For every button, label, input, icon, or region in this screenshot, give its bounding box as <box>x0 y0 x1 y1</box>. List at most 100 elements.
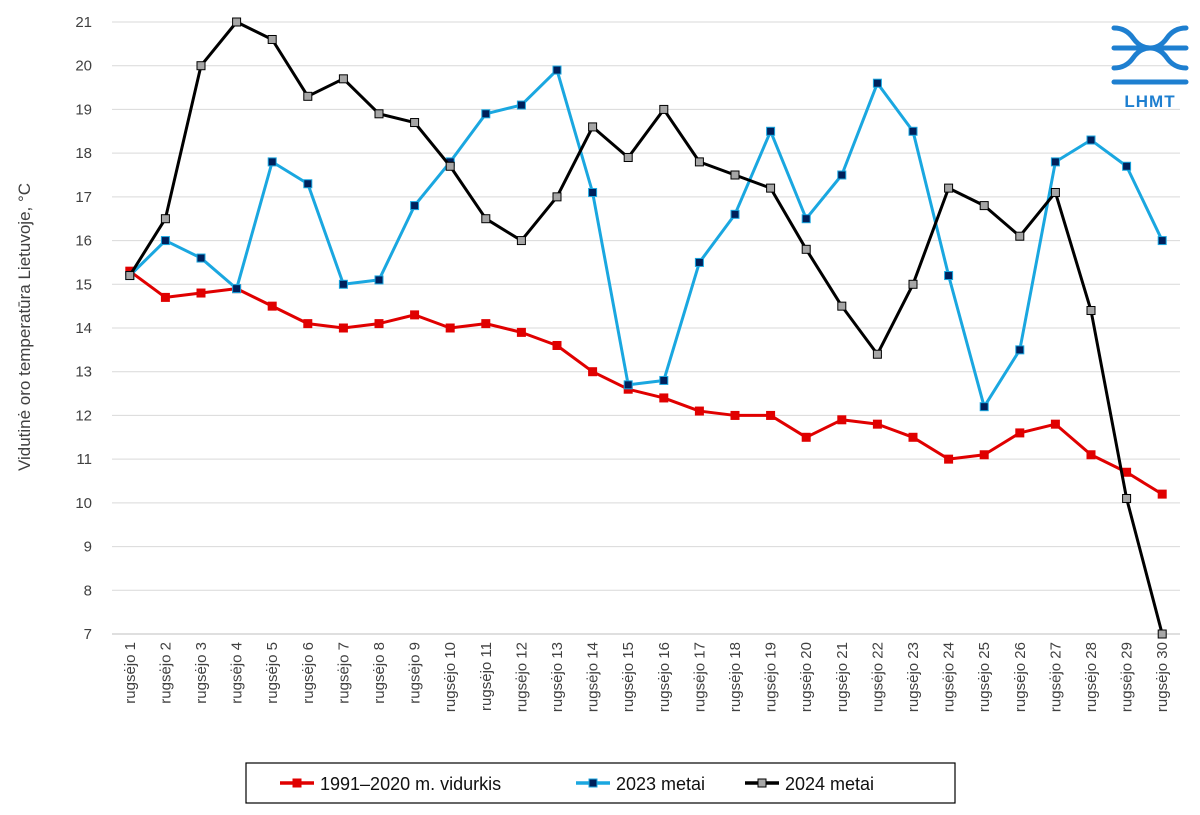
data-point <box>872 349 882 359</box>
data-point <box>196 253 206 263</box>
data-point <box>694 406 704 416</box>
y-tick-label: 18 <box>75 145 92 162</box>
data-point <box>908 432 918 442</box>
y-tick-label: 10 <box>75 495 92 512</box>
grid-lines <box>112 21 1180 591</box>
data-point <box>410 201 420 211</box>
data-point <box>837 415 847 425</box>
x-tick-label: rugsėjo 22 <box>869 642 886 712</box>
data-point <box>1015 345 1025 355</box>
x-tick-label: rugsėjo 2 <box>157 642 174 704</box>
data-point <box>516 236 526 246</box>
x-tick-label: rugsėjo 1 <box>122 642 139 704</box>
series-0 <box>125 266 1167 499</box>
data-point <box>801 244 811 254</box>
data-point <box>160 214 170 224</box>
data-point <box>303 179 313 189</box>
data-point <box>730 209 740 219</box>
data-point <box>694 257 704 267</box>
legend-item-1991-2020: 1991–2020 m. vidurkis <box>280 774 501 794</box>
y-tick-label: 19 <box>75 101 92 118</box>
legend-marker <box>588 778 598 788</box>
legend-label: 2023 metai <box>616 774 705 794</box>
x-tick-label: rugsėjo 21 <box>834 642 851 712</box>
x-tick-label: rugsėjo 13 <box>549 642 566 712</box>
data-point <box>303 91 313 101</box>
series-group <box>125 17 1167 639</box>
data-point <box>979 201 989 211</box>
data-point <box>410 310 420 320</box>
data-point <box>338 323 348 333</box>
data-point <box>445 323 455 333</box>
legend: 1991–2020 m. vidurkis 2023 metai 2024 me… <box>245 762 956 804</box>
data-point <box>1050 419 1060 429</box>
data-point <box>1086 450 1096 460</box>
x-tick-label: rugsėjo 5 <box>264 642 281 704</box>
data-point <box>588 122 598 132</box>
legend-marker <box>292 778 302 788</box>
data-point <box>730 170 740 180</box>
data-point <box>872 78 882 88</box>
data-point <box>267 301 277 311</box>
data-point <box>766 126 776 136</box>
x-tick-label: rugsėjo 18 <box>727 642 744 712</box>
y-tick-label: 15 <box>75 276 92 293</box>
data-point <box>338 74 348 84</box>
logo-text: LHMT <box>1124 92 1175 111</box>
data-point <box>303 319 313 329</box>
data-point <box>659 393 669 403</box>
y-tick-label: 14 <box>75 320 92 337</box>
data-point <box>125 271 135 281</box>
data-point <box>374 319 384 329</box>
data-point <box>944 271 954 281</box>
x-tick-label: rugsėjo 28 <box>1083 642 1100 712</box>
y-tick-label: 13 <box>75 364 92 381</box>
series-2 <box>125 17 1167 639</box>
data-point <box>801 432 811 442</box>
data-point <box>1122 467 1132 477</box>
legend-marker <box>757 778 767 788</box>
x-tick-label: rugsėjo 20 <box>798 642 815 712</box>
data-point <box>552 65 562 75</box>
data-point <box>410 118 420 128</box>
data-point <box>516 327 526 337</box>
x-tick-label: rugsėjo 7 <box>335 642 352 704</box>
data-point <box>979 450 989 460</box>
x-tick-label: rugsėjo 29 <box>1119 642 1136 712</box>
x-axis-ticks: rugsėjo 1 rugsėjo 2 rugsėjo 3 rugsėjo 4 rugs… <box>122 642 1171 712</box>
x-tick-label: rugsėjo 23 <box>905 642 922 712</box>
data-point <box>908 126 918 136</box>
x-tick-label: rugsėjo 15 <box>620 642 637 712</box>
data-point <box>1157 629 1167 639</box>
data-point <box>374 275 384 285</box>
data-point <box>1050 187 1060 197</box>
legend-item-2023: 2023 metai <box>576 774 705 794</box>
x-tick-label: rugsėjo 19 <box>763 642 780 712</box>
y-tick-label: 8 <box>84 582 92 599</box>
x-tick-label: rugsėjo 3 <box>193 642 210 704</box>
data-point <box>196 288 206 298</box>
data-point <box>160 292 170 302</box>
y-axis-ticks: 7 8 9 10 11 12 13 14 15 16 17 18 19 20 21 <box>75 14 92 643</box>
data-point <box>1086 306 1096 316</box>
data-point <box>1086 135 1096 145</box>
x-tick-label: rugsėjo 30 <box>1154 642 1171 712</box>
data-point <box>588 367 598 377</box>
data-point <box>481 319 491 329</box>
data-point <box>1122 161 1132 171</box>
data-point <box>623 380 633 390</box>
data-point <box>267 34 277 44</box>
data-point <box>481 214 491 224</box>
data-point <box>659 104 669 114</box>
data-point <box>837 170 847 180</box>
data-point <box>232 17 242 27</box>
legend-item-2024: 2024 metai <box>745 774 874 794</box>
data-point <box>944 183 954 193</box>
data-point <box>196 61 206 71</box>
data-point <box>908 279 918 289</box>
y-tick-label: 21 <box>75 14 92 31</box>
data-point <box>730 410 740 420</box>
x-tick-label: rugsėjo 25 <box>976 642 993 712</box>
data-point <box>1050 157 1060 167</box>
series-1 <box>125 65 1167 412</box>
